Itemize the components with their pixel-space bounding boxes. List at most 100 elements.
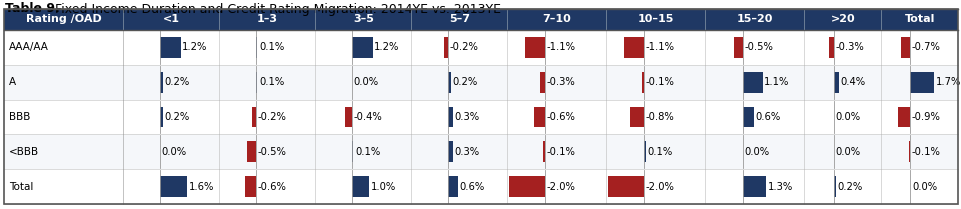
- Bar: [447, 141, 453, 162]
- Text: 0.0%: 0.0%: [911, 182, 936, 192]
- Text: -2.0%: -2.0%: [546, 182, 575, 192]
- Bar: [245, 176, 256, 197]
- Text: 1.0%: 1.0%: [370, 182, 395, 192]
- Text: 0.0%: 0.0%: [834, 112, 859, 122]
- Text: 0.2%: 0.2%: [164, 77, 189, 87]
- Bar: [543, 141, 544, 162]
- Bar: [4, 9, 957, 30]
- Bar: [539, 72, 544, 93]
- Bar: [897, 107, 909, 127]
- Bar: [4, 134, 957, 169]
- Text: Total: Total: [903, 14, 934, 24]
- Text: 0.1%: 0.1%: [647, 147, 672, 157]
- Bar: [352, 141, 353, 162]
- Text: 0.3%: 0.3%: [454, 147, 480, 157]
- Bar: [447, 107, 453, 127]
- Text: 1.1%: 1.1%: [763, 77, 789, 87]
- Text: 0.3%: 0.3%: [454, 112, 480, 122]
- Bar: [607, 176, 643, 197]
- Text: >20: >20: [829, 14, 854, 24]
- Text: 0.0%: 0.0%: [353, 77, 378, 87]
- Text: 0.1%: 0.1%: [259, 77, 283, 87]
- Bar: [352, 37, 372, 58]
- Text: -0.5%: -0.5%: [257, 147, 285, 157]
- Bar: [447, 176, 457, 197]
- Text: Fixed Income Duration and Credit Rating Migration: 2014YE vs. 2013YE: Fixed Income Duration and Credit Rating …: [51, 3, 501, 15]
- Bar: [742, 107, 752, 127]
- Text: 0.0%: 0.0%: [161, 147, 186, 157]
- Bar: [352, 176, 369, 197]
- Text: 0.0%: 0.0%: [834, 147, 859, 157]
- Bar: [643, 141, 645, 162]
- Bar: [642, 72, 643, 93]
- Bar: [525, 37, 544, 58]
- Bar: [908, 141, 909, 162]
- Bar: [742, 72, 762, 93]
- Bar: [4, 30, 957, 65]
- Bar: [533, 107, 544, 127]
- Text: <BBB: <BBB: [9, 147, 39, 157]
- Text: 7–10: 7–10: [542, 14, 571, 24]
- Text: 0.1%: 0.1%: [259, 42, 283, 52]
- Text: -0.1%: -0.1%: [546, 147, 575, 157]
- Bar: [742, 176, 765, 197]
- Bar: [833, 176, 835, 197]
- Text: Table 9.: Table 9.: [5, 3, 60, 15]
- Text: 0.2%: 0.2%: [837, 182, 862, 192]
- Text: -0.6%: -0.6%: [257, 182, 285, 192]
- Text: 1.6%: 1.6%: [188, 182, 214, 192]
- Bar: [344, 107, 352, 127]
- Bar: [447, 72, 451, 93]
- Bar: [4, 65, 957, 100]
- Bar: [508, 176, 544, 197]
- Text: Total: Total: [9, 182, 34, 192]
- Text: Rating /OAD: Rating /OAD: [26, 14, 102, 24]
- Text: -0.8%: -0.8%: [645, 112, 674, 122]
- Text: 0.2%: 0.2%: [164, 112, 189, 122]
- Text: 10–15: 10–15: [637, 14, 674, 24]
- Text: 1.7%: 1.7%: [934, 77, 960, 87]
- Text: -0.5%: -0.5%: [744, 42, 773, 52]
- Bar: [833, 72, 838, 93]
- Text: -0.2%: -0.2%: [257, 112, 285, 122]
- Text: -2.0%: -2.0%: [645, 182, 674, 192]
- Bar: [160, 107, 163, 127]
- Text: 0.4%: 0.4%: [840, 77, 865, 87]
- Text: -0.6%: -0.6%: [546, 112, 575, 122]
- Text: -0.3%: -0.3%: [546, 77, 575, 87]
- Bar: [252, 107, 256, 127]
- Bar: [247, 141, 256, 162]
- Text: -0.4%: -0.4%: [353, 112, 382, 122]
- Text: 1–3: 1–3: [257, 14, 278, 24]
- Text: 3–5: 3–5: [353, 14, 373, 24]
- Text: -0.3%: -0.3%: [834, 42, 863, 52]
- Bar: [624, 37, 643, 58]
- Text: 0.2%: 0.2%: [453, 77, 478, 87]
- Text: -0.2%: -0.2%: [449, 42, 478, 52]
- Bar: [733, 37, 742, 58]
- Bar: [4, 169, 957, 204]
- Bar: [828, 37, 833, 58]
- Text: 0.0%: 0.0%: [744, 147, 769, 157]
- Bar: [4, 100, 957, 134]
- Text: 1.2%: 1.2%: [374, 42, 399, 52]
- Bar: [256, 72, 258, 93]
- Bar: [160, 72, 163, 93]
- Text: -0.1%: -0.1%: [645, 77, 674, 87]
- Text: 1.3%: 1.3%: [767, 182, 792, 192]
- Text: 0.6%: 0.6%: [754, 112, 779, 122]
- Bar: [160, 37, 181, 58]
- Text: -0.9%: -0.9%: [911, 112, 940, 122]
- Text: 1.2%: 1.2%: [182, 42, 208, 52]
- Text: BBB: BBB: [9, 112, 31, 122]
- Bar: [909, 72, 933, 93]
- Text: 15–20: 15–20: [736, 14, 773, 24]
- Bar: [444, 37, 447, 58]
- Bar: [160, 176, 187, 197]
- Text: -0.7%: -0.7%: [911, 42, 940, 52]
- Text: 0.6%: 0.6%: [459, 182, 484, 192]
- Text: -0.1%: -0.1%: [911, 147, 940, 157]
- Bar: [629, 107, 643, 127]
- Text: 0.1%: 0.1%: [355, 147, 380, 157]
- Text: 5–7: 5–7: [448, 14, 469, 24]
